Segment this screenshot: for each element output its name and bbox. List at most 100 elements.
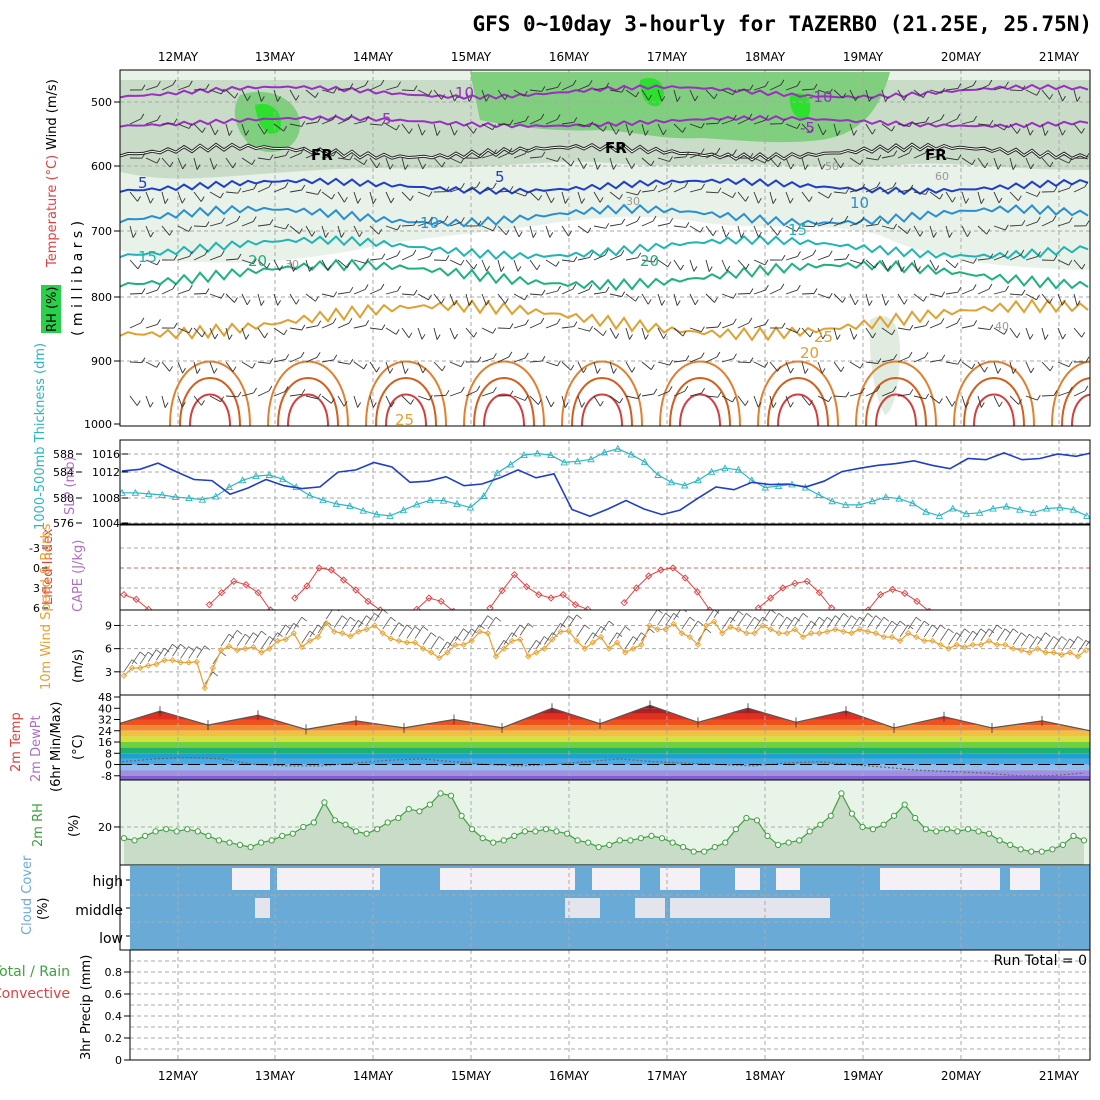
wind-point xyxy=(613,639,621,646)
wind-barb-feather xyxy=(597,164,601,170)
slp-point xyxy=(399,506,408,514)
wind-barb xyxy=(881,358,894,363)
wind-point xyxy=(541,645,548,652)
temp-ylabel: 2m Temp xyxy=(9,712,24,772)
rh-point xyxy=(342,821,349,828)
wind-barb xyxy=(236,633,246,647)
wind-barb xyxy=(1057,293,1063,306)
y-tick-label: 24 xyxy=(98,725,112,738)
wind-point xyxy=(727,623,734,631)
wind-barb xyxy=(481,123,493,131)
wind-barb-feather xyxy=(980,402,985,408)
wind-barb xyxy=(843,615,852,628)
wind-barb xyxy=(1009,157,1014,170)
wind-barb-feather xyxy=(246,299,251,306)
wind-barb xyxy=(337,88,350,91)
wind-grid xyxy=(120,610,1090,695)
contour-label: 25 xyxy=(814,328,833,346)
wind-barb-feather xyxy=(505,229,510,236)
wind-barb xyxy=(225,361,234,372)
slp-point xyxy=(1029,508,1037,516)
wind-barb-feather xyxy=(796,80,801,87)
wind-barb-feather xyxy=(285,223,289,230)
wind-barb-feather xyxy=(414,626,421,631)
wind-barb xyxy=(385,225,398,231)
wind-barb xyxy=(273,225,286,230)
wind-barb xyxy=(577,288,590,295)
wind-barb xyxy=(193,361,198,374)
date-tick-bottom: 14MAY xyxy=(353,1069,394,1083)
y-tick-label: 1008 xyxy=(92,492,120,505)
wind-barb xyxy=(273,358,286,363)
wind-point xyxy=(646,622,653,629)
wind-point xyxy=(1074,653,1082,660)
temp-contour-lobe xyxy=(669,377,731,426)
rh-point xyxy=(585,839,592,846)
wind-barb xyxy=(273,293,279,306)
wind-barb xyxy=(778,616,788,630)
wind-barb xyxy=(369,191,374,204)
wind-barb xyxy=(177,225,189,232)
wind-barb-feather xyxy=(1017,195,1022,201)
slp-point xyxy=(614,444,622,452)
wind-barb-feather xyxy=(316,352,321,358)
wind-barb xyxy=(369,225,380,235)
wind-barb xyxy=(753,395,759,408)
wind-barb xyxy=(422,632,432,645)
wind-barb xyxy=(923,624,933,638)
wind-barb xyxy=(561,361,572,371)
wind-barb xyxy=(385,157,391,170)
wind-barb xyxy=(1025,361,1032,374)
wind-barb xyxy=(497,89,506,100)
wind-barb xyxy=(977,84,990,91)
contour-label: 5 xyxy=(138,174,148,192)
wind-barb xyxy=(257,89,262,102)
wind-barb-feather xyxy=(213,164,218,170)
rh-point xyxy=(521,828,529,835)
wind-barb-feather xyxy=(398,622,405,627)
wind-point xyxy=(719,630,726,637)
wind-barb xyxy=(705,610,715,622)
wind-barb xyxy=(1041,89,1050,100)
wind-barb-feather xyxy=(237,391,242,398)
wind-barb-feather xyxy=(716,147,721,154)
rh-point xyxy=(838,790,845,797)
li-point xyxy=(766,594,775,602)
wind-barb xyxy=(337,118,350,125)
rh-point xyxy=(258,839,265,846)
rh-point xyxy=(353,828,360,835)
slp-point xyxy=(707,467,716,475)
wind-barb xyxy=(545,86,558,91)
rh-fill-peak xyxy=(640,78,664,107)
wind-barb xyxy=(497,356,510,363)
wind-barb-feather xyxy=(550,197,555,204)
wind-barb-feather xyxy=(1069,182,1073,189)
wind-barb xyxy=(833,157,842,169)
wind-barb-feather xyxy=(447,641,453,647)
wind-barb-feather xyxy=(220,651,227,657)
cloud-cell-clear xyxy=(670,898,830,918)
wind-barb-feather xyxy=(390,197,395,204)
wind-barb-feather xyxy=(935,265,940,271)
wind-barb xyxy=(881,123,892,132)
wind-barb-feather xyxy=(268,385,273,392)
wind-point xyxy=(120,672,128,679)
wind-barb xyxy=(996,628,1006,641)
wind-barb xyxy=(449,187,462,193)
wind-panel: 963 10m Wind Speed & Barbs (m/s) xyxy=(39,523,1091,696)
temp-band xyxy=(120,742,1090,748)
wind-barb-feather xyxy=(653,256,658,263)
wind-barb-feather xyxy=(909,324,914,331)
wind-barb xyxy=(849,293,856,305)
wind-barb xyxy=(544,632,553,645)
wind-barb-feather xyxy=(284,386,289,392)
wind-barb xyxy=(625,89,637,98)
wind-barb xyxy=(385,86,398,91)
date-tick-top: 12MAY xyxy=(158,50,199,64)
wind-barb xyxy=(817,89,830,95)
wind-barb xyxy=(785,225,797,232)
wind-barb xyxy=(177,85,190,91)
wind-barb xyxy=(401,224,415,227)
wind-barb xyxy=(625,293,636,302)
li-point xyxy=(217,589,226,597)
